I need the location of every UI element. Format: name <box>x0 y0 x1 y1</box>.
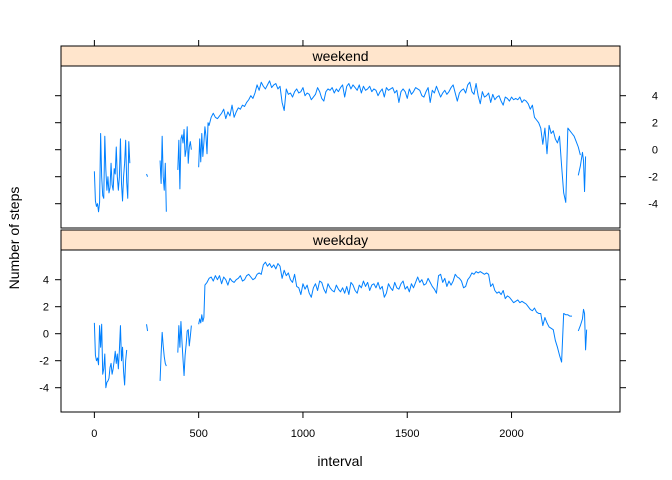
y-tick-label-weekday-2: 0 <box>43 329 49 341</box>
y-tick-label-weekday-3: 2 <box>43 302 49 314</box>
x-tick-label-1: 500 <box>189 428 207 440</box>
y-axis-label: Number of steps <box>6 187 22 290</box>
x-tick-label-2: 1000 <box>291 428 315 440</box>
y-tick-label-weekday-1: -2 <box>39 356 49 368</box>
y-tick-label-weekend-2: 0 <box>652 145 658 157</box>
x-tick-label-0: 0 <box>91 428 97 440</box>
series-line-weekend-5 <box>577 151 587 193</box>
panel-weekday: weekday -4 -2 0 2 4 <box>39 229 626 413</box>
y-tick-label-weekend-1: -2 <box>648 172 658 184</box>
series-line-weekday-4 <box>198 261 573 363</box>
y-tick-label-weekend-0: -4 <box>648 199 658 211</box>
series-line-weekend-3 <box>177 126 192 190</box>
series-line-weekend-2 <box>159 135 167 212</box>
plot-frame-weekday <box>60 249 621 413</box>
plot-frame-weekend <box>60 65 621 229</box>
y-tick-label-weekend-4: 4 <box>652 91 658 103</box>
series-line-weekend-0 <box>93 133 131 213</box>
y-tick-label-weekday-0: -4 <box>39 383 49 395</box>
panel-weekend: weekend -4 -2 0 2 4 <box>55 45 658 229</box>
series-line-weekend-4 <box>198 80 581 203</box>
y-tick-label-weekday-4: 4 <box>43 275 49 287</box>
series-line-weekday-5 <box>577 308 588 351</box>
series-line-weekday-1 <box>146 324 149 332</box>
x-tick-label-4: 2000 <box>499 428 523 440</box>
strip-label-weekend: weekend <box>311 48 368 64</box>
x-axis-label: interval <box>317 453 362 469</box>
series-line-weekend-1 <box>146 173 149 177</box>
series-line-weekday-0 <box>93 322 128 389</box>
x-tick-label-3: 1500 <box>395 428 419 440</box>
y-tick-label-weekend-3: 2 <box>652 118 658 130</box>
series-line-weekday-2 <box>159 331 167 381</box>
series-line-weekday-3 <box>177 321 192 377</box>
strip-label-weekday: weekday <box>312 232 368 248</box>
